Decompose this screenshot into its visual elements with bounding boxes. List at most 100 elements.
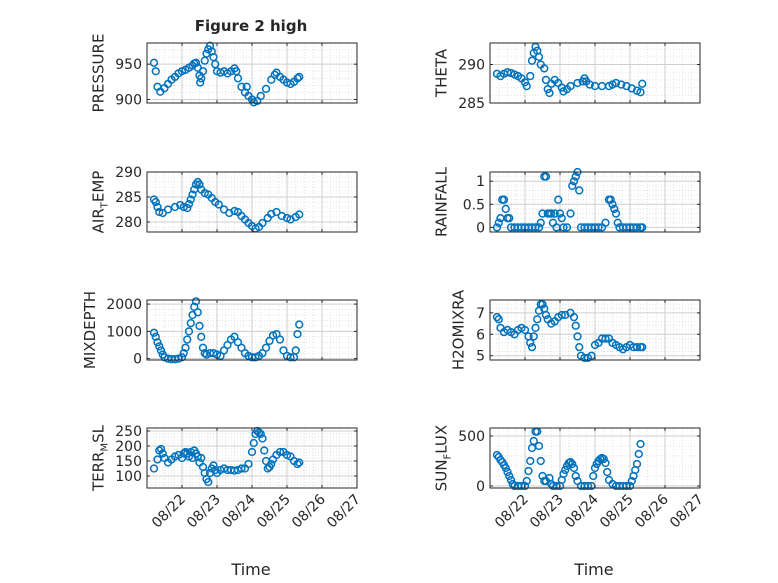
data-point (632, 223, 642, 232)
y-tick-label: 290 (458, 58, 485, 74)
data-point (191, 297, 201, 306)
data-point (149, 464, 159, 473)
data-point (267, 459, 276, 469)
data-point (244, 459, 253, 469)
data-point (191, 58, 201, 67)
data-point (610, 204, 619, 214)
data-point (559, 469, 568, 479)
data-point (193, 308, 202, 317)
data-point (170, 202, 180, 212)
data-point (636, 88, 645, 97)
data-point (291, 346, 300, 355)
data-point (151, 332, 160, 341)
data-point (526, 338, 535, 348)
data-point (501, 204, 510, 214)
data-point (492, 312, 502, 322)
data-point (611, 209, 621, 218)
data-point (505, 471, 514, 481)
data-point (601, 334, 610, 343)
data-point (601, 458, 610, 468)
data-point (531, 223, 540, 232)
series-theta (492, 42, 647, 98)
data-point (613, 218, 622, 227)
subplot-rainfall: 0 0.5 1 RAINFALL (433, 166, 701, 237)
data-point (571, 172, 580, 181)
data-point (594, 223, 603, 232)
y-tick-label: 285 (115, 190, 142, 206)
y-tick-label: 285 (458, 96, 485, 112)
y-tick-label: 2000 (106, 297, 142, 313)
y-axis-label-5: H2OMIXRA (450, 289, 468, 370)
data-point (501, 463, 510, 473)
y-tick-label: 6 (476, 327, 485, 343)
y-tick-label: 950 (115, 57, 142, 73)
data-point (571, 471, 580, 481)
data-point (526, 71, 535, 81)
data-point (566, 457, 575, 467)
y-tick-label: 0 (133, 352, 142, 368)
y-axis-label-0: PRESSURE (90, 34, 108, 113)
data-point (611, 78, 621, 88)
data-point (200, 349, 209, 358)
data-point (275, 447, 285, 457)
data-point (529, 436, 538, 446)
data-point (606, 195, 615, 204)
data-point (583, 481, 593, 491)
data-point (585, 80, 594, 89)
data-point (573, 332, 582, 341)
data-point (573, 78, 582, 88)
data-point (555, 209, 565, 218)
data-point (505, 214, 514, 223)
data-point (580, 353, 589, 363)
y-tick-label: 200 (115, 439, 142, 455)
data-point (557, 214, 566, 223)
data-point (638, 79, 647, 88)
data-point (534, 441, 544, 451)
series-rainfall (492, 167, 647, 232)
data-point (627, 476, 636, 486)
data-point (559, 223, 568, 232)
data-point (295, 72, 304, 82)
x-axis-label-right: Time (573, 560, 613, 579)
data-point (506, 475, 516, 485)
data-point (256, 429, 265, 439)
data-point (261, 84, 271, 94)
data-point (608, 200, 617, 209)
data-point (508, 479, 517, 489)
data-point (638, 342, 647, 352)
y-axis-label-3: RAINFALL (433, 166, 451, 237)
data-point (547, 209, 556, 218)
data-point (545, 88, 554, 98)
data-point (566, 81, 575, 91)
data-point (590, 463, 600, 473)
y-tick-label: 1 (476, 174, 485, 190)
subplot-pressure: 900 950 PRESSURE (90, 34, 358, 113)
y-tick-label: 100 (115, 469, 142, 485)
data-point (195, 321, 204, 331)
data-point (524, 466, 533, 476)
y-axis-label-4: MIXDEPTH (81, 291, 99, 369)
data-point (569, 312, 579, 322)
y-tick-label: 900 (115, 92, 142, 108)
series-h2omixra (492, 300, 647, 363)
data-point (295, 458, 304, 467)
data-point (254, 428, 264, 437)
subplot-h2omixra: 5 6 7 H2OMIXRA (450, 289, 701, 370)
data-point (184, 327, 194, 336)
data-point (554, 195, 563, 204)
data-point (562, 223, 572, 232)
data-point (568, 459, 577, 469)
data-point (230, 466, 239, 475)
y-tick-label: 1000 (106, 324, 142, 340)
data-point (526, 456, 535, 466)
y-tick-label: 250 (115, 424, 142, 440)
data-point (566, 209, 575, 218)
data-point (541, 75, 551, 85)
data-point (632, 342, 642, 352)
subplot-mixdepth: 0 1000 2000 MIXDEPTH (81, 291, 358, 369)
y-tick-label: 0 (476, 220, 485, 236)
data-point (541, 310, 551, 320)
data-point (186, 195, 195, 204)
